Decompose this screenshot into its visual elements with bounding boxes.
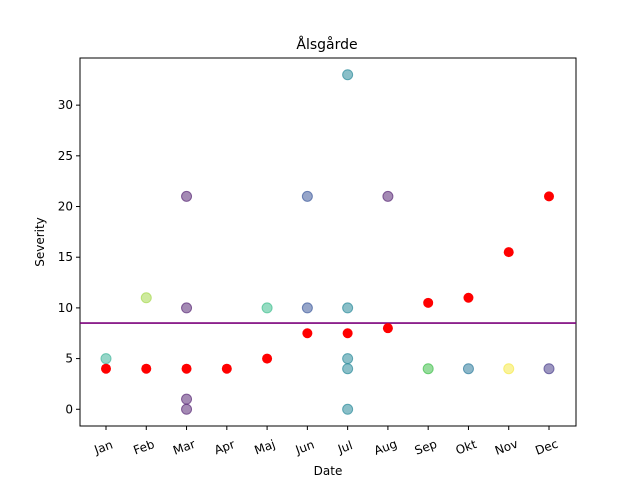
data-point <box>302 328 313 339</box>
data-point <box>543 363 555 375</box>
x-tick-label: Jun <box>293 437 316 457</box>
y-tick-label: 15 <box>58 250 73 264</box>
y-axis-label: Severity <box>33 217 47 267</box>
plot-area: 0 5 10 15 20 25 30 Jan Feb Mar Apr Maj Jun Jul Aug Sep O… <box>58 57 577 458</box>
x-axis-label: Date <box>314 464 343 478</box>
data-point <box>221 363 232 374</box>
data-point <box>301 302 313 314</box>
data-point <box>342 363 354 375</box>
data-point <box>342 328 353 339</box>
data-point <box>261 302 273 314</box>
x-tick-label: Nov <box>493 437 520 458</box>
data-point <box>544 191 554 202</box>
x-tick-label: Aug <box>372 437 399 458</box>
data-point <box>101 363 111 374</box>
y-tick-label: 20 <box>58 200 73 214</box>
x-tick-label: Jul <box>335 438 354 456</box>
chart-title: Ålsgårde <box>296 36 357 53</box>
data-point <box>503 247 514 258</box>
data-point <box>462 363 474 375</box>
data-point <box>141 363 152 374</box>
data-point <box>463 292 474 303</box>
data-point <box>382 190 394 202</box>
y-tick-label: 10 <box>58 301 73 315</box>
data-point <box>422 363 434 375</box>
data-point <box>181 190 193 202</box>
x-tick-label: Dec <box>533 437 560 458</box>
data-point <box>181 363 192 374</box>
y-tick-label: 25 <box>58 149 73 163</box>
x-tick-label: Apr <box>212 437 236 457</box>
x-tick-label: Sep <box>413 437 439 458</box>
data-point <box>342 353 354 365</box>
data-point <box>301 190 313 202</box>
data-point <box>342 403 354 415</box>
data-point <box>342 302 354 314</box>
y-tick-label: 0 <box>65 402 73 416</box>
data-point <box>181 403 193 415</box>
data-point <box>181 393 193 405</box>
data-point <box>342 69 354 81</box>
data-point <box>262 353 273 364</box>
data-point <box>181 302 193 314</box>
data-point <box>100 353 112 365</box>
y-tick-label: 30 <box>58 98 73 112</box>
x-tick-label: Feb <box>132 437 157 457</box>
y-tick-label: 5 <box>65 352 73 366</box>
x-tick-label: Maj <box>252 437 277 457</box>
plot-frame <box>79 57 577 427</box>
data-point <box>503 363 515 375</box>
data-point <box>140 292 152 304</box>
data-point <box>382 323 393 334</box>
x-tick-label: Mar <box>171 437 197 458</box>
x-tick-label: Okt <box>454 437 479 457</box>
x-tick-label: Jan <box>92 437 115 457</box>
data-point <box>423 297 434 308</box>
